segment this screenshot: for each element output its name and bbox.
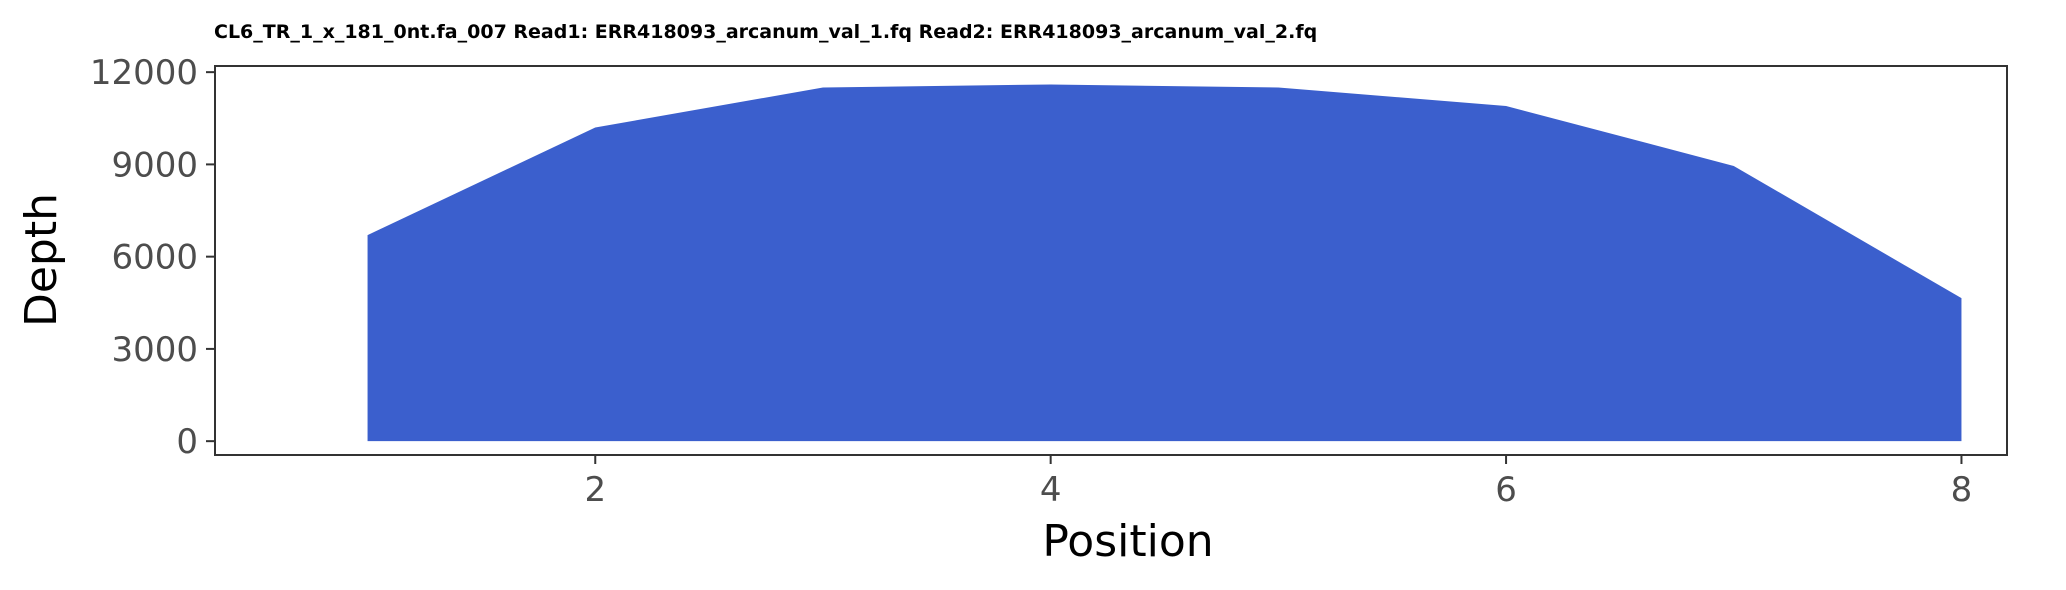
x-axis-title: Position bbox=[1042, 516, 1213, 567]
y-tick-label: 3000 bbox=[111, 330, 198, 370]
y-axis-title: Depth bbox=[16, 193, 67, 327]
chart-title: CL6_TR_1_x_181_0nt.fa_007 Read1: ERR4180… bbox=[214, 21, 1317, 43]
y-tick-label: 0 bbox=[176, 422, 198, 462]
y-tick-label: 12000 bbox=[90, 53, 198, 93]
depth-area bbox=[367, 84, 1962, 442]
x-tick-label: 4 bbox=[1040, 470, 1062, 510]
x-tick-label: 2 bbox=[584, 470, 606, 510]
depth-area-layer bbox=[367, 84, 1962, 442]
y-tick-label: 6000 bbox=[111, 238, 198, 278]
y-axis: 0 3000 6000 9000 12000 bbox=[90, 53, 215, 462]
y-tick-label: 9000 bbox=[111, 145, 198, 185]
x-axis: 2 4 6 8 bbox=[584, 455, 1972, 510]
x-tick-label: 8 bbox=[1951, 470, 1973, 510]
x-tick-label: 6 bbox=[1495, 470, 1517, 510]
